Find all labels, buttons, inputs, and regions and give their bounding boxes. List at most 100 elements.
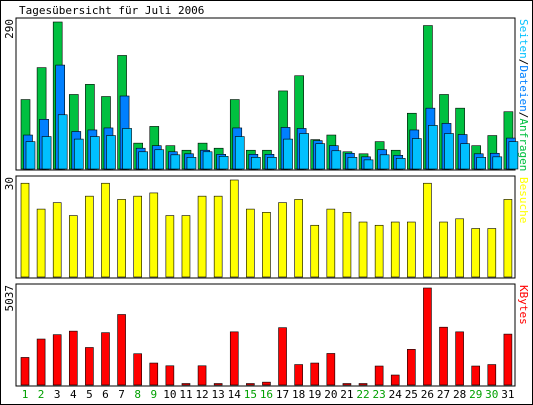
bar-kbytes-day-3: [52, 334, 62, 386]
bar-pages-day-13: [218, 156, 229, 170]
series-label-part: /: [517, 112, 530, 119]
bar-kbytes-day-1: [20, 357, 30, 386]
bar-kbytes-day-12: [197, 365, 207, 386]
bar-pages-day-7: [122, 128, 132, 170]
bar-visits-day-22: [358, 221, 368, 278]
x-tick-label-day-6: 6: [102, 388, 109, 401]
bar-visits-day-23: [374, 224, 384, 278]
bar-kbytes-day-24: [390, 374, 400, 386]
bar-pages-day-29: [476, 157, 487, 170]
bar-kbytes-day-4: [68, 330, 78, 386]
bar-kbytes-day-6: [101, 332, 110, 386]
bar-visits-day-20: [326, 208, 336, 278]
bar-kbytes-day-16: [262, 381, 271, 386]
bar-kbytes-day-28: [455, 331, 464, 386]
bar-pages-day-23: [379, 154, 390, 170]
bar-kbytes-day-7: [117, 314, 126, 386]
bar-visits-day-5: [85, 195, 94, 278]
bar-visits-day-15: [246, 208, 255, 278]
bar-kbytes-day-26: [423, 287, 432, 386]
bar-kbytes-day-14: [229, 331, 239, 386]
bar-pages-day-26: [428, 125, 438, 170]
bar-kbytes-day-19: [310, 362, 320, 386]
bar-pages-day-24: [395, 158, 406, 170]
series-label-part: Dateien: [517, 65, 530, 111]
bar-kbytes-day-29: [471, 365, 481, 386]
bar-visits-day-1: [20, 182, 30, 278]
bar-visits-day-21: [342, 212, 352, 278]
bar-pages-day-18: [299, 133, 309, 170]
series-label-kbytes: KBytes: [517, 285, 530, 325]
bar-visits-day-19: [310, 224, 320, 278]
bar-pages-day-3: [57, 114, 68, 170]
x-tick-label-day-23: 23: [373, 388, 386, 401]
bars-kbytes: [20, 287, 513, 386]
bar-visits-day-12: [197, 195, 207, 278]
bar-kbytes-day-2: [36, 338, 46, 386]
x-tick-label-day-16: 16: [260, 388, 273, 401]
bar-visits-day-27: [439, 221, 448, 278]
bar-visits-day-28: [455, 218, 464, 278]
x-tick-label-day-25: 25: [405, 388, 418, 401]
x-tick-label-day-7: 7: [118, 388, 125, 401]
x-tick-label-day-15: 15: [244, 388, 257, 401]
bar-kbytes-day-18: [294, 364, 303, 386]
x-tick-label-day-4: 4: [70, 388, 77, 401]
bar-visits-day-29: [471, 228, 481, 278]
bars-requests: [20, 21, 519, 170]
bar-visits-day-7: [117, 199, 126, 278]
chart-title: Tagesübersicht für Juli 2006: [19, 4, 204, 17]
bar-kbytes-day-17: [278, 327, 287, 386]
bar-visits-day-8: [133, 195, 142, 278]
x-tick-label-day-24: 24: [389, 388, 403, 401]
bar-kbytes-day-13: [213, 383, 223, 386]
x-tick-label-day-5: 5: [86, 388, 93, 401]
bar-pages-day-14: [234, 136, 245, 170]
bar-pages-day-20: [331, 150, 342, 170]
bar-pages-day-31: [508, 141, 519, 170]
x-tick-label-day-30: 30: [485, 388, 498, 401]
bar-pages-day-17: [283, 138, 293, 170]
x-tick-label-day-10: 10: [163, 388, 176, 401]
bar-kbytes-day-22: [358, 383, 368, 386]
bar-visits-day-10: [165, 215, 175, 278]
bar-kbytes-day-20: [326, 353, 336, 386]
bar-visits-day-31: [503, 199, 513, 278]
bar-visits-day-24: [390, 221, 400, 278]
bar-kbytes-day-31: [503, 333, 513, 386]
bar-kbytes-day-11: [181, 383, 191, 386]
bar-visits-day-3: [52, 202, 62, 278]
bar-pages-day-5: [90, 136, 100, 170]
x-tick-label-day-26: 26: [421, 388, 434, 401]
x-tick-label-day-8: 8: [134, 388, 141, 401]
bar-pages-day-15: [251, 157, 261, 170]
x-tick-label-day-9: 9: [150, 388, 157, 401]
x-tick-label-day-3: 3: [54, 388, 61, 401]
bar-pages-day-9: [154, 149, 165, 170]
bar-visits-day-16: [262, 212, 271, 278]
bar-kbytes-day-30: [487, 364, 497, 386]
bar-visits-day-17: [278, 202, 287, 278]
bar-visits-day-2: [36, 208, 46, 278]
x-tick-label-day-31: 31: [501, 388, 514, 401]
bar-kbytes-day-5: [85, 347, 94, 386]
bar-kbytes-day-8: [133, 353, 142, 386]
max-value-label-visits: 30: [3, 177, 16, 190]
bar-visits-day-9: [149, 192, 159, 278]
bar-visits-day-11: [181, 215, 191, 278]
x-tick-label-day-12: 12: [195, 388, 208, 401]
bar-visits-day-25: [407, 221, 416, 278]
x-tick-label-day-28: 28: [453, 388, 466, 401]
panel-requests: 290 Seiten/Dateien/Anfragen: [3, 17, 530, 171]
bar-visits-day-30: [487, 228, 497, 278]
series-label-part: /: [517, 59, 530, 66]
bar-kbytes-day-27: [439, 326, 448, 386]
x-tick-label-day-11: 11: [179, 388, 192, 401]
bar-visits-day-26: [423, 182, 432, 278]
bar-pages-day-12: [202, 151, 213, 170]
x-tick-label-day-17: 17: [276, 388, 289, 401]
bar-pages-day-28: [460, 143, 470, 170]
day-axis-labels: 1 2 3 4 5 6 7 8 9 10 11 12 13 14 15 16 17 18 19 20 21 22 23 24 2…: [22, 388, 515, 401]
